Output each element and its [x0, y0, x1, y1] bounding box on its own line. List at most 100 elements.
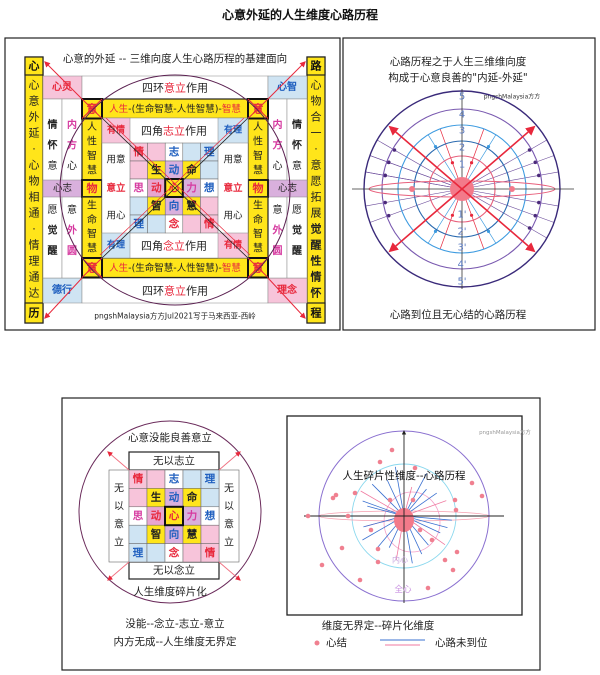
top-grid-char: 心 — [169, 182, 180, 194]
life-band-label: 人生-(生命智慧-人性智慧)-智慧 — [109, 262, 241, 274]
radial-arrowhead — [386, 213, 391, 218]
heart-knot-dot — [352, 490, 358, 496]
ellipse-dot — [409, 186, 415, 192]
left-xinzhi-label: 心志 — [53, 182, 72, 194]
left-pillar-char: 心 — [29, 159, 40, 172]
inner-heart-label: 内心 — [392, 555, 408, 565]
inner-zhili-label-part: 四角 — [141, 124, 163, 137]
bottom-grid-char: 心 — [169, 510, 180, 522]
left-pillar-char: 外 — [29, 111, 40, 124]
life-wisdom-char: 智 — [253, 227, 263, 240]
inner-zhili-label: 四角志立作用 — [141, 123, 207, 137]
bottom-grid-char: 思 — [133, 510, 144, 522]
right-pillar-char: 一 — [311, 127, 322, 140]
no-yili-left-char: 以 — [114, 502, 124, 513]
top-ring-label-part: 意立 — [164, 80, 186, 94]
left-pillar-char: · — [32, 143, 36, 156]
radial-arrowhead — [527, 226, 532, 230]
radial-line — [461, 171, 559, 190]
top-grid-char: 理 — [134, 218, 145, 230]
right-col-a-char: 方 — [273, 139, 283, 152]
life-band-label-part: -(生命智慧-人性智慧)- — [128, 103, 222, 115]
top-grid-cell — [182, 142, 201, 162]
top-grid-char: 生 — [151, 163, 162, 176]
panel3-caption-line1: 没能--念立-志立-意立 — [125, 617, 224, 630]
top-grid-char: 向 — [169, 199, 180, 212]
right-pillar-char: · — [314, 143, 318, 156]
bottom-grid-char: 情 — [133, 472, 144, 485]
corner-cross — [81, 257, 103, 278]
radial-arrowhead — [527, 148, 532, 152]
fragment-arrow — [107, 451, 130, 471]
bottom-grid-cell — [200, 488, 220, 508]
wu-char: 物 — [253, 181, 264, 195]
inner-nianli-label-part: 作用 — [185, 239, 207, 252]
top-grid-cell — [200, 160, 219, 180]
heart-knot-dot — [479, 493, 485, 499]
no-yili-right-char: 无 — [224, 484, 234, 495]
top-grid-char: 思 — [134, 182, 145, 194]
right-pillar-top — [306, 56, 326, 76]
humanity-wisdom-char: 智 — [253, 149, 263, 162]
humanity-wisdom-char: 性 — [87, 134, 97, 147]
diagonal-line-red — [99, 117, 245, 256]
right-pillar-char: 性 — [311, 254, 322, 268]
top-grid-cell — [129, 160, 148, 180]
fragment-circle — [78, 420, 262, 604]
left-pillar-char: 通 — [29, 207, 40, 220]
bottom-grid-char: 力 — [187, 509, 198, 522]
heart-knot-dot — [387, 497, 393, 503]
life-band-label: 人生-(生命智慧-人性智慧)-智慧 — [109, 103, 241, 115]
inner-arrowhead — [486, 144, 491, 149]
left-pillar-char: 理 — [29, 255, 40, 268]
bottom-grid-char: 智 — [150, 527, 162, 540]
left-col-a-char: 觉 — [48, 224, 58, 237]
panel1-subtitle: 心意的外延 -- 三维向度人生心路历程的基建面向 — [63, 52, 287, 65]
top-ring-label-part: 四环 — [142, 81, 164, 94]
heart-knot-dot — [375, 559, 381, 565]
heart-knot-dot — [305, 513, 311, 519]
heart-knot-dot — [442, 557, 448, 563]
bottom-grid-cell — [200, 543, 220, 563]
inner-nianli-label: 四角念立作用 — [141, 238, 207, 252]
radial-line — [461, 188, 559, 207]
left-pillar-char: · — [32, 223, 36, 236]
left-col-b-char: 意 — [67, 203, 77, 216]
bottom-ring-label: 四环意立作用 — [142, 283, 208, 297]
fragment-arrow — [218, 451, 241, 471]
top-grid-cell — [200, 196, 219, 216]
top-grid-cell — [147, 142, 166, 162]
ring-label-upper: 4 — [459, 110, 465, 121]
heart-knot-dot — [410, 497, 416, 503]
bottom-grid-cell — [128, 488, 148, 508]
top-ring-label-part: 作用 — [186, 81, 208, 94]
left-col-b-char: 外 — [66, 224, 77, 237]
panel1-watermark: pngshMalaysia方方Jul2021写于马来西亚-西岭 — [94, 311, 256, 321]
left-yongxin: 用心 — [106, 211, 126, 222]
left-col-b-char: 心 — [67, 160, 77, 172]
bottom-grid-cell — [200, 524, 220, 544]
right-col-b-char: 情 — [292, 118, 302, 131]
right-col-b-char: 愿 — [292, 204, 302, 216]
panel3-circle-caption: 人生维度碎片化 — [133, 585, 207, 598]
right-col-a-char: 意 — [273, 203, 283, 216]
ring-label-lower: 1' — [457, 210, 466, 221]
heart-knot-dot — [319, 562, 325, 568]
page-title: 心意外延的人生维度心路历程 — [222, 7, 378, 22]
humanity-wisdom-char: 性 — [253, 134, 263, 147]
life-band-label-part: -(生命智慧-人性智慧)- — [128, 262, 222, 274]
panel2-caption: 心路到位且无心结的心路历程 — [390, 308, 527, 321]
heart-knot-dot — [454, 549, 460, 555]
radial-arrowhead — [383, 200, 387, 205]
heart-knot-dot — [389, 447, 395, 453]
left-pillar-char: 达 — [29, 287, 40, 300]
top-grid-char: 志 — [169, 145, 180, 158]
heart-knot-dot — [330, 495, 336, 501]
center-xin-frame — [164, 505, 184, 527]
panel2-title-line2: 构成于心意良善的"内延-外延" — [388, 71, 527, 84]
right-yongxin: 用心 — [223, 211, 243, 222]
bottom-grid-char: 志 — [169, 472, 180, 485]
ring-label-upper: 2 — [459, 143, 465, 154]
diagonal-line — [101, 117, 249, 259]
left-pillar-char: 延 — [29, 127, 40, 140]
